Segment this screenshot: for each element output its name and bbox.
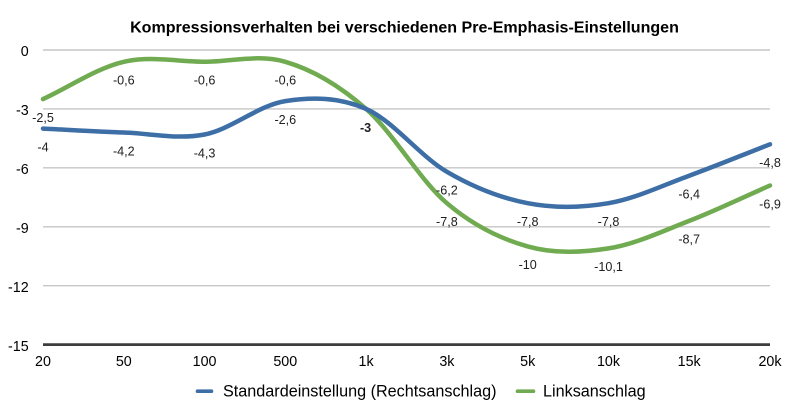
svg-text:-10,1: -10,1 [594, 260, 623, 274]
svg-text:5k: 5k [520, 354, 536, 370]
svg-text:0: 0 [21, 44, 29, 60]
svg-text:-4,3: -4,3 [194, 146, 216, 160]
svg-text:3k: 3k [439, 354, 455, 370]
svg-text:-4: -4 [37, 140, 48, 154]
svg-text:-9: -9 [16, 221, 29, 237]
svg-text:-12: -12 [8, 280, 29, 296]
svg-text:-3: -3 [360, 121, 371, 135]
svg-text:Standardeinstellung (Rechtsans: Standardeinstellung (Rechtsanschlag) [223, 383, 497, 401]
svg-text:-6: -6 [16, 162, 29, 178]
svg-text:Kompressionsverhalten bei vers: Kompressionsverhalten bei verschiedenen … [130, 18, 679, 36]
svg-text:-0,6: -0,6 [194, 74, 216, 88]
svg-text:-6,2: -6,2 [436, 184, 458, 198]
svg-text:1k: 1k [359, 354, 375, 370]
svg-text:-4,2: -4,2 [113, 144, 135, 158]
svg-text:Linksanschlag: Linksanschlag [543, 383, 646, 401]
svg-text:-7,8: -7,8 [598, 215, 620, 229]
svg-text:-4,8: -4,8 [759, 156, 781, 170]
svg-text:-6,9: -6,9 [759, 197, 781, 211]
svg-text:-10: -10 [519, 258, 537, 272]
svg-text:20k: 20k [758, 354, 782, 370]
svg-text:-3: -3 [16, 103, 29, 119]
svg-text:-15: -15 [8, 339, 29, 355]
svg-text:15k: 15k [678, 354, 702, 370]
svg-text:500: 500 [273, 354, 297, 370]
svg-text:-0,6: -0,6 [113, 74, 135, 88]
svg-text:-2,5: -2,5 [32, 111, 54, 125]
svg-text:-7,8: -7,8 [517, 215, 539, 229]
svg-text:50: 50 [116, 354, 132, 370]
svg-text:-7,8: -7,8 [436, 215, 458, 229]
svg-text:100: 100 [193, 354, 217, 370]
svg-text:-8,7: -8,7 [678, 233, 700, 247]
svg-text:20: 20 [35, 354, 51, 370]
svg-text:-2,6: -2,6 [274, 113, 296, 127]
svg-text:-6,4: -6,4 [678, 188, 700, 202]
svg-text:10k: 10k [597, 354, 621, 370]
svg-text:-0,6: -0,6 [274, 74, 296, 88]
